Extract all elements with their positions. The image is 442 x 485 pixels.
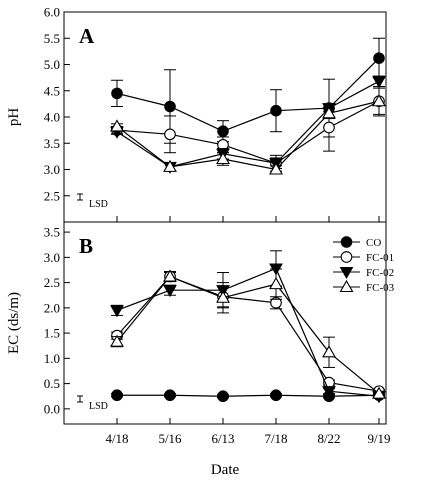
y-tick-label: 0.0: [44, 401, 60, 416]
legend-label: FC-03: [366, 282, 395, 294]
data-point: [164, 389, 176, 402]
data-point: [216, 151, 230, 165]
data-point: [269, 162, 283, 175]
data-point: [322, 345, 336, 358]
series-line: [116, 80, 380, 168]
legend-marker: [339, 279, 354, 293]
data-point: [164, 100, 176, 113]
y-tick-label: 6.0: [44, 5, 60, 20]
data-point: [372, 94, 386, 107]
plot-frame: [63, 11, 387, 223]
series-line: [116, 100, 380, 171]
y-tick-label: 1.0: [44, 351, 60, 366]
panel-letter: A: [79, 24, 95, 48]
y-tick-label: 3.0: [44, 162, 60, 177]
data-point: [163, 269, 177, 282]
x-tick-label: 9/19: [367, 431, 390, 446]
data-point: [164, 128, 176, 141]
data-point: [110, 334, 124, 347]
legend: CO FC-01 FC-02 FC-03: [333, 236, 395, 294]
y-axis-label: pH: [6, 108, 22, 127]
data-point: [216, 290, 230, 303]
x-tick-label: 8/22: [317, 431, 340, 446]
series-line: [116, 57, 380, 132]
y-tick-label: 5.0: [44, 57, 60, 72]
data-point: [322, 106, 336, 119]
panel-b: 0.0 0.5 1.0 1.5 2.0 2.5 3.0 3.5 EC (ds/m) B LSD: [6, 221, 387, 425]
legend-label: CO: [366, 237, 381, 249]
series-fc-03: [110, 268, 386, 399]
series-line: [116, 275, 380, 392]
x-tick-label: 5/16: [158, 431, 182, 446]
y-tick-label: 2.5: [44, 188, 60, 203]
series-line: [117, 394, 380, 397]
data-point: [110, 305, 124, 318]
series-line: [116, 275, 380, 395]
series-line: [116, 100, 380, 164]
plot-frame: [63, 221, 387, 425]
data-point: [269, 277, 283, 290]
y-tick-label: 2.0: [44, 300, 60, 315]
x-tick-label: 7/18: [264, 431, 287, 446]
data-point: [111, 87, 123, 100]
data-point: [322, 386, 336, 399]
series-fc-03: [110, 87, 386, 175]
y-tick-label: 3.0: [44, 250, 60, 265]
series-co: [111, 389, 385, 403]
x-axis-label: Date: [211, 462, 240, 478]
legend-marker: [339, 267, 354, 280]
lsd-label: LSD: [89, 401, 108, 412]
data-point: [217, 390, 229, 403]
y-tick-label: 5.5: [44, 31, 60, 46]
panel-letter: B: [79, 234, 93, 258]
y-tick-label: 4.5: [44, 83, 60, 98]
x-tick-label: 6/13: [211, 431, 234, 446]
data-point: [163, 159, 177, 172]
series-co: [111, 37, 385, 144]
y-tick-label: 4.0: [44, 110, 60, 125]
legend-marker: [340, 251, 353, 263]
legend-label: FC-01: [366, 252, 394, 264]
y-tick-label: 1.5: [44, 326, 60, 341]
x-tick-label: 4/18: [105, 431, 128, 446]
data-point: [323, 121, 335, 134]
legend-marker: [340, 236, 353, 248]
y-tick-label: 2.5: [44, 275, 60, 290]
lsd-label: LSD: [89, 199, 108, 210]
y-tick-label: 3.5: [44, 225, 60, 240]
data-point: [372, 386, 386, 399]
data-point: [270, 104, 282, 117]
legend-label: FC-02: [366, 267, 394, 279]
y-tick-label: 0.5: [44, 376, 60, 391]
data-point: [217, 125, 229, 137]
data-point: [111, 389, 123, 402]
data-point: [110, 119, 124, 132]
series-line: [116, 267, 380, 397]
y-axis-label: EC (ds/m): [6, 292, 22, 354]
data-point: [270, 389, 282, 402]
data-point: [372, 76, 386, 89]
y-tick-label: 3.5: [44, 136, 60, 151]
data-point: [163, 285, 177, 298]
data-point: [373, 52, 385, 65]
series-fc-02: [110, 75, 386, 174]
panel-a: 2.5 3.0 3.5 4.0 4.5 5.0 5.5 6.0 pH A LSD: [6, 5, 387, 223]
